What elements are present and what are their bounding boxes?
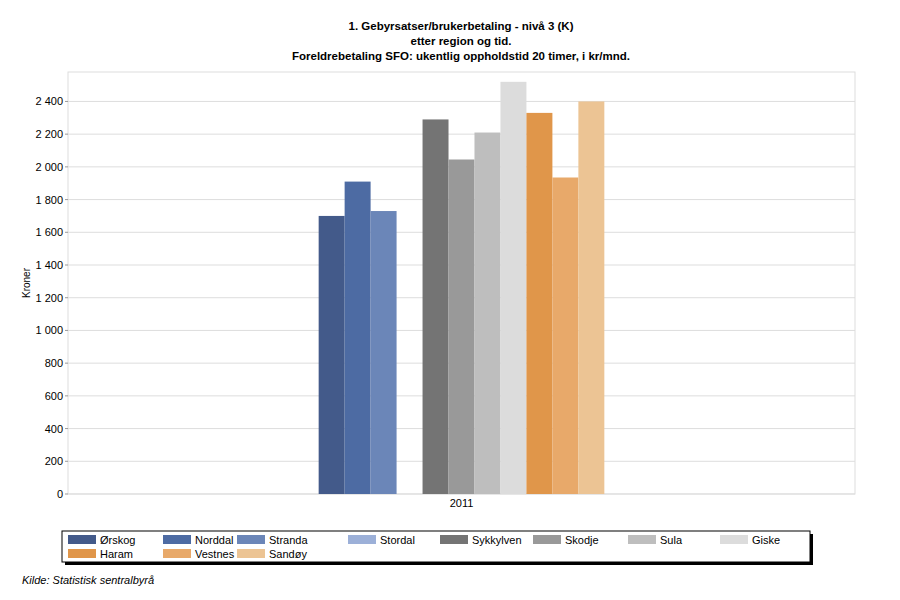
category-label: 2011 xyxy=(450,497,474,509)
chart: 1. Gebyrsatser/brukerbetaling - nivå 3 (… xyxy=(0,0,900,600)
grid-line xyxy=(68,134,855,135)
tick xyxy=(65,166,68,167)
legend-swatch xyxy=(533,535,561,544)
bar xyxy=(578,101,604,494)
legend-label: Vestnes xyxy=(195,548,235,560)
bar xyxy=(319,216,345,494)
tick-label: 1 200 xyxy=(35,292,63,304)
tick xyxy=(65,395,68,396)
grid-line xyxy=(68,101,855,102)
title: 1. Gebyrsatser/brukerbetaling - nivå 3 (… xyxy=(349,20,574,32)
legend-swatch xyxy=(68,549,96,558)
legend-label: Sykkylven xyxy=(472,534,522,546)
bar xyxy=(552,178,578,495)
legend-swatch xyxy=(348,535,376,544)
bars xyxy=(319,82,605,494)
legend-box xyxy=(62,531,810,562)
tick-label: 2 200 xyxy=(35,128,63,140)
bar xyxy=(449,160,475,494)
tick xyxy=(65,297,68,298)
bar xyxy=(371,211,397,494)
legend-label: Ørskog xyxy=(100,534,135,546)
legend-label: Giske xyxy=(752,534,780,546)
legend-label: Skodje xyxy=(565,534,599,546)
legend-swatch xyxy=(237,535,265,544)
tick xyxy=(65,199,68,200)
tick xyxy=(65,265,68,266)
tick-label: 200 xyxy=(45,455,63,467)
tick xyxy=(65,428,68,429)
tick xyxy=(65,363,68,364)
tick-label: 0 xyxy=(57,488,63,500)
legend-swatch xyxy=(163,549,191,558)
title: Foreldrebetaling SFO: ukentlig oppholdst… xyxy=(292,50,630,62)
tick xyxy=(65,134,68,135)
legend-swatch xyxy=(237,549,265,558)
legend-swatch xyxy=(68,535,96,544)
bar xyxy=(423,119,449,494)
bar xyxy=(345,182,371,494)
bar xyxy=(500,82,526,494)
source: Kilde: Statistisk sentralbyrå xyxy=(22,574,154,586)
legend-label: Sula xyxy=(660,534,683,546)
tick xyxy=(65,461,68,462)
tick xyxy=(65,494,68,495)
tick-label: 2 400 xyxy=(35,95,63,107)
legend-swatch xyxy=(628,535,656,544)
tick-label: 800 xyxy=(45,357,63,369)
tick-label: 1 800 xyxy=(35,194,63,206)
legend-label: Haram xyxy=(100,548,133,560)
tick-label: 2 000 xyxy=(35,161,63,173)
legend-swatch xyxy=(720,535,748,544)
legend-label: Norddal xyxy=(195,534,234,546)
plot-frame xyxy=(68,72,855,494)
tick xyxy=(65,101,68,102)
tick-label: 400 xyxy=(45,423,63,435)
bar xyxy=(526,113,552,494)
tick-label: 1 000 xyxy=(35,324,63,336)
tick-label: 1 600 xyxy=(35,226,63,238)
legend: Ørskog Norddal Stranda Stordal Sykkylven Skod… xyxy=(62,531,813,565)
legend-swatch xyxy=(163,535,191,544)
axis-label: Kroner xyxy=(21,267,32,298)
legend-label: Stranda xyxy=(269,534,308,546)
tick xyxy=(65,330,68,331)
title: etter region og tid. xyxy=(411,35,512,47)
bar xyxy=(474,133,500,494)
tick-label: 600 xyxy=(45,390,63,402)
legend-label: Sandøy xyxy=(269,548,307,560)
legend-swatch xyxy=(440,535,468,544)
tick-label: 1 400 xyxy=(35,259,63,271)
tick xyxy=(65,232,68,233)
legend-label: Stordal xyxy=(380,534,415,546)
